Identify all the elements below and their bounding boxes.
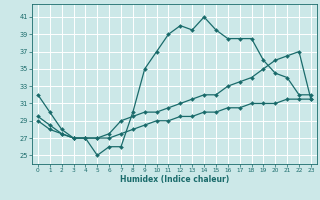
X-axis label: Humidex (Indice chaleur): Humidex (Indice chaleur) [120, 175, 229, 184]
